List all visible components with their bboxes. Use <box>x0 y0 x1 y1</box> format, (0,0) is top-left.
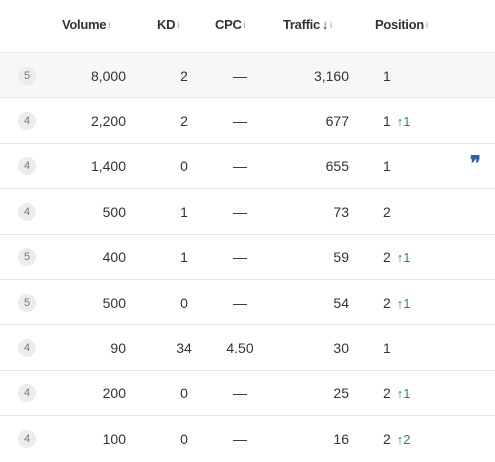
header-label: Traffic <box>283 17 320 32</box>
position-value: 1 <box>383 67 391 84</box>
info-icon: i <box>330 20 332 30</box>
kd: 0 <box>180 294 188 311</box>
position: 1 <box>383 339 391 357</box>
column-header: Traffic ↓ i <box>283 16 332 34</box>
difficulty-badge: 4 <box>18 429 36 448</box>
volume: 2,200 <box>90 113 126 130</box>
volume: 200 <box>102 385 126 402</box>
cpc: — <box>233 430 247 447</box>
position-change: ↑2 <box>396 431 411 447</box>
kd: 2 <box>180 67 188 84</box>
position-change: ↑1 <box>396 114 411 130</box>
difficulty-badge: 5 <box>18 293 36 312</box>
kd: 2 <box>180 113 188 130</box>
table-row: 4 100 0 — 16 2 ↑2 <box>0 415 495 462</box>
traffic: 3,160 <box>313 67 349 84</box>
traffic: 30 <box>333 340 349 357</box>
traffic: 655 <box>325 158 349 175</box>
traffic: 16 <box>333 430 349 447</box>
volume: 400 <box>102 249 126 266</box>
volume: 100 <box>102 430 126 447</box>
cpc: — <box>233 249 247 266</box>
kd: 0 <box>180 385 188 402</box>
difficulty-badge: 4 <box>18 339 36 358</box>
info-icon: i <box>177 20 179 30</box>
position-change: ↑1 <box>396 386 411 402</box>
cpc: — <box>233 67 247 84</box>
info-icon: i <box>425 20 428 30</box>
position-value: 2 <box>383 203 391 220</box>
position-change: ↑1 <box>396 250 411 266</box>
column-header: KD i <box>157 16 179 34</box>
position-value: 2 <box>383 294 391 311</box>
position-value: 1 <box>383 113 391 130</box>
traffic: 59 <box>333 249 349 266</box>
kd: 1 <box>180 249 188 266</box>
header-label: Volume <box>62 17 107 32</box>
table-row: 5 500 0 — 54 2 ↑1 <box>0 279 495 326</box>
position: 2 ↑1 <box>383 294 411 313</box>
column-header: Position i <box>375 16 428 34</box>
table-row: 5 400 1 — 59 2 ↑1 <box>0 233 495 280</box>
cpc: — <box>233 113 247 130</box>
volume: 500 <box>102 203 126 220</box>
difficulty-badge: 4 <box>18 202 36 221</box>
position: 1 <box>383 67 391 85</box>
table-row: 4 200 0 — 25 2 ↑1 <box>0 369 495 417</box>
position: 1 <box>383 157 391 175</box>
info-icon: i <box>108 20 110 30</box>
column-header: Volume i <box>62 16 110 34</box>
volume: 8,000 <box>90 67 126 84</box>
table-row: 4 90 34 4.50 30 1 <box>0 324 495 371</box>
traffic: 677 <box>325 113 349 130</box>
table-row: 4 1,400 0 — 655 1 ❞ <box>0 142 495 190</box>
cpc: — <box>233 294 247 311</box>
quote-icon: ❞ <box>470 153 481 176</box>
info-icon: i <box>243 20 246 30</box>
table-row: 4 500 1 — 73 2 <box>0 188 495 235</box>
position: 2 ↑1 <box>383 248 411 267</box>
cpc: — <box>233 385 247 402</box>
cpc: — <box>233 203 247 220</box>
position-value: 1 <box>383 340 391 357</box>
cpc: 4.50 <box>226 340 254 357</box>
table-row: 5 8,000 2 — 3,160 1 <box>0 52 495 99</box>
position-value: 2 <box>383 249 391 266</box>
position: 2 ↑2 <box>383 430 411 449</box>
position: 1 ↑1 <box>383 112 411 131</box>
table-row: 4 2,200 2 — 677 1 ↑1 <box>0 97 495 144</box>
kd: 0 <box>180 430 188 447</box>
volume: 90 <box>110 340 126 357</box>
difficulty-badge: 4 <box>18 112 36 131</box>
kd: 0 <box>180 158 188 175</box>
position: 2 <box>383 203 391 221</box>
position-value: 1 <box>383 158 391 175</box>
difficulty-badge: 4 <box>18 157 36 176</box>
header-label: Position <box>375 17 424 32</box>
cpc: — <box>233 158 247 175</box>
position-value: 2 <box>383 385 391 402</box>
traffic: 25 <box>333 385 349 402</box>
kd: 1 <box>180 203 188 220</box>
difficulty-badge: 5 <box>18 248 36 267</box>
header-label: CPC <box>215 17 242 32</box>
difficulty-badge: 4 <box>18 384 36 403</box>
traffic: 73 <box>333 203 349 220</box>
volume: 500 <box>102 294 126 311</box>
sort-icon: ↓ <box>321 17 329 32</box>
column-header: CPC i <box>215 16 246 34</box>
volume: 1,400 <box>90 158 126 175</box>
position-change: ↑1 <box>396 295 411 311</box>
position: 2 ↑1 <box>383 384 411 403</box>
traffic: 54 <box>333 294 349 311</box>
kd: 34 <box>176 340 192 357</box>
difficulty-badge: 5 <box>18 66 36 85</box>
header-label: KD <box>157 17 176 32</box>
position-value: 2 <box>383 430 391 447</box>
